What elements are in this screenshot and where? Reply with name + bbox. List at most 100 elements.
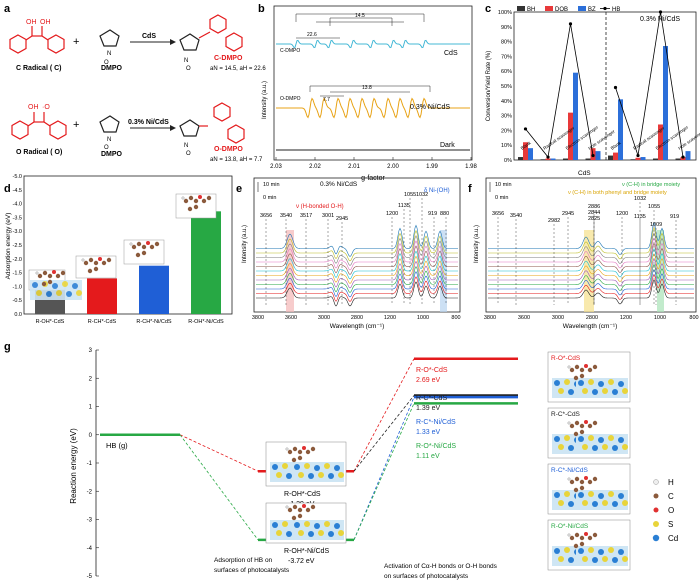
hb-point: [546, 155, 550, 159]
panel-label-b: b: [258, 3, 265, 15]
chart-title: 0.3% Ni/CdS: [640, 16, 680, 23]
y-tick-label: -1.5: [13, 271, 22, 277]
y-tick-label: 2: [89, 376, 93, 382]
split-o-h: 7.7: [323, 97, 330, 103]
structure-label: R-O*-CdS: [551, 355, 581, 362]
x-tick-label: 800: [689, 315, 698, 321]
panel-title: 0.3% Ni/CdS: [320, 181, 358, 188]
x-tick-label: 1000: [417, 315, 429, 321]
category-label: R-OH*-Ni/CdS: [188, 319, 224, 325]
c-radical-label: C Radical ( C): [16, 65, 62, 72]
y-tick-label: -5: [87, 574, 93, 580]
bar-bz: [573, 72, 578, 160]
x-tick-label: 800: [451, 315, 460, 321]
x-tick-label: 1.99: [426, 164, 438, 170]
bar-dob: [635, 157, 641, 160]
caption-adsorption-1: Adsorption of HB on: [214, 557, 273, 564]
plus-sign: +: [73, 119, 79, 131]
dmpo-label: DMPO: [101, 151, 123, 158]
structure-box-cds: [265, 441, 347, 487]
time-top: 10 min: [495, 182, 512, 188]
o-label: O: [186, 66, 191, 72]
y-tick-label: -2.5: [13, 243, 22, 249]
category-labels: R-OH*-CdS R-CH*-CdS R-CH*-Ni/CdS R-OH*-Ni/C…: [36, 319, 224, 325]
note-ni-oh: δ Ni-(OH): [424, 188, 450, 194]
bar-bh: [518, 157, 523, 160]
act-e-2: 1.33 eV: [416, 429, 440, 436]
panel-b: b Intensity (a.u.) g-factor 2.03 2.02 2.01…: [258, 3, 477, 182]
bar-bh: [675, 158, 681, 160]
act-name-2: R-C*-Ni/CdS: [416, 419, 456, 426]
x-tick-label: 3600: [518, 315, 530, 321]
panel-e: e 0.3% Ni/CdS Intensity (a.u.) Wavelengt…: [236, 177, 461, 330]
y-tick-label: 30%: [501, 114, 512, 120]
peak-label: 880: [440, 211, 449, 217]
link: [353, 403, 415, 541]
y-tick-label: 70%: [501, 54, 512, 60]
x-tick-label: 1200: [620, 315, 632, 321]
plus-sign: +: [73, 36, 79, 48]
group-label: Blank: [520, 140, 533, 151]
highlight-band-red: [286, 230, 294, 312]
spectrum-line: [256, 260, 458, 289]
n-label: N: [184, 58, 188, 64]
panel-label-d: d: [4, 183, 11, 195]
dmpo-structure: [99, 29, 120, 47]
legend-swatch-dob: [545, 6, 553, 11]
plot-frame: [273, 5, 473, 161]
panel-d: d Adsorption energy (eV) 0.0 -0.5 -1.0 -1.5…: [4, 174, 233, 325]
y-tick-label: -2: [87, 489, 93, 495]
split-o-n: 13.8: [362, 85, 372, 91]
peak-label: 1135: [634, 214, 646, 220]
bar-dob: [658, 124, 663, 160]
legend-cd: Cd: [668, 534, 678, 543]
plot-frame: [253, 177, 461, 313]
spectrum-line: [256, 245, 458, 275]
right-structure: R-O*-CdS: [547, 351, 631, 403]
y-ticks: 0.0 -0.5 -1.0 -1.5 -2.0 -2.5 -3.0 -3.5 -4.0 -4.5 -…: [13, 174, 22, 318]
y-tick-label: -3.5: [13, 215, 22, 221]
peak-label: 3540: [280, 213, 292, 219]
y-tick-label: 90%: [501, 25, 512, 31]
splitting-tree-o: [309, 85, 431, 97]
legend-dot-h: [653, 479, 659, 485]
bar-bz: [663, 46, 668, 160]
ir-spectra: [256, 224, 458, 307]
highlight-band-orange: [584, 230, 594, 312]
link: [353, 395, 415, 472]
bar-bh: [563, 158, 568, 160]
y-tick-label: 20%: [501, 128, 512, 134]
structure-thumbnail: [75, 255, 117, 279]
c-radical-structure: [9, 26, 65, 54]
legend-dob: DOB: [555, 7, 568, 13]
caption-adsorption-2: surfaces of photocatalysts: [214, 567, 290, 574]
bar-bz: [595, 151, 601, 160]
split-c-h: 22.6: [307, 32, 317, 38]
legend-swatch-bz: [578, 6, 586, 11]
bars: [35, 211, 221, 314]
act-name-0: R-O*-CdS: [416, 367, 448, 374]
panel-label-c: c: [485, 3, 491, 15]
note-ch-both: ν (C-H) in both phenyl and bridge moiety: [568, 190, 667, 196]
link: [353, 358, 415, 472]
x-tick-label: 2800: [586, 315, 598, 321]
peak-label: 2945: [562, 211, 574, 217]
spectrum-line: [256, 276, 458, 302]
o-label: O: [104, 60, 109, 66]
hb-label: HB (g): [106, 441, 128, 450]
trace-label-c-dmpo: C-DMPO: [280, 48, 300, 54]
caption-activation-1: Activation of Cα-H bonds or O-H bonds: [384, 563, 498, 570]
act-e-0: 2.69 eV: [416, 377, 440, 384]
y-tick-label: -2.0: [13, 257, 22, 263]
adsorption-bar: [191, 211, 221, 314]
legend-dot-hb: [603, 6, 607, 11]
structure-thumbnail: [123, 239, 165, 265]
legend-s: S: [668, 520, 673, 529]
peak-label: 3540: [510, 213, 522, 219]
o-label: O: [186, 151, 191, 157]
spectrum-line: [488, 232, 694, 264]
category-label: R-OH*-CdS: [36, 319, 65, 325]
